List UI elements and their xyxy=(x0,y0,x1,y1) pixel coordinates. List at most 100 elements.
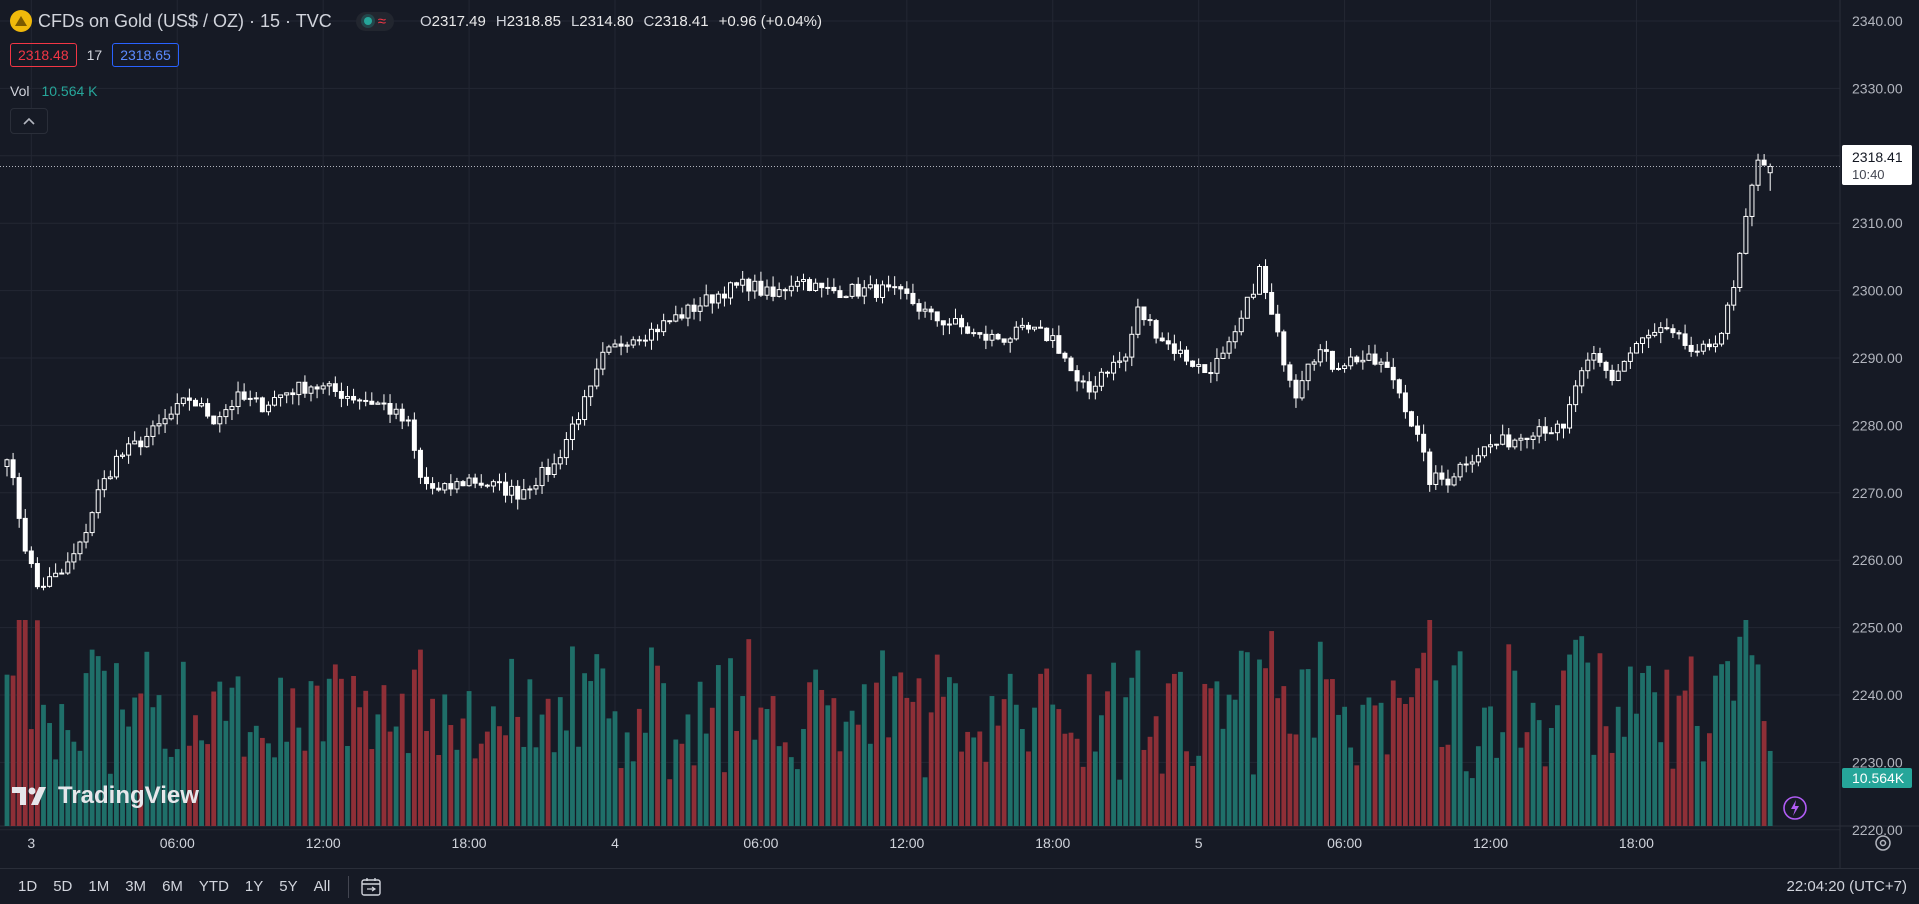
candle-body xyxy=(1220,352,1226,359)
candle-body xyxy=(1743,215,1749,254)
volume-bar xyxy=(1086,674,1092,826)
candle-body xyxy=(661,320,667,333)
candle-body xyxy=(837,290,843,299)
candle-body xyxy=(1731,287,1737,306)
candle-body xyxy=(563,439,569,459)
candle-body xyxy=(983,333,989,341)
tradingview-watermark[interactable]: TradingView xyxy=(12,782,199,810)
volume-bar xyxy=(1342,706,1347,826)
price-axis[interactable]: 2340.002330.002320.002310.002300.002290.… xyxy=(1852,13,1903,838)
candle-body xyxy=(126,443,132,456)
range-1y-button[interactable]: 1Y xyxy=(244,878,264,895)
candle-body xyxy=(1117,360,1123,363)
volume-bar xyxy=(740,696,746,826)
price-tick-label: 2300.00 xyxy=(1852,283,1903,299)
candle-body xyxy=(1263,265,1269,293)
volume-bar xyxy=(497,726,502,826)
price-chart[interactable]: 2340.002330.002320.002310.002300.002290.… xyxy=(0,0,1919,868)
volume-bar xyxy=(770,696,776,826)
collapse-legend-button[interactable] xyxy=(10,108,48,134)
range-3m-button[interactable]: 3M xyxy=(125,878,147,895)
candle-body xyxy=(831,286,837,292)
volume-bar xyxy=(813,669,819,826)
volume-bar xyxy=(715,665,721,826)
last-price-value: 2318.41 xyxy=(1852,149,1903,165)
sell-price-button[interactable]: 2318.48 xyxy=(10,43,77,67)
open-label: O xyxy=(419,12,432,30)
range-5d-button[interactable]: 5D xyxy=(53,878,73,895)
candle-body xyxy=(1664,327,1670,330)
candle-body xyxy=(265,404,271,413)
symbol-title[interactable]: CFDs on Gold (US$ / OZ) · 15 · TVC xyxy=(38,10,332,31)
candle-body xyxy=(144,435,150,448)
volume-bar xyxy=(1482,707,1487,826)
candle-body xyxy=(776,289,782,297)
range-all-button[interactable]: All xyxy=(313,878,331,895)
bid-ask: 2318.48 17 2318.65 xyxy=(10,43,179,67)
candle-body xyxy=(1548,432,1554,435)
volume-bar xyxy=(345,746,350,826)
range-6m-button[interactable]: 6M xyxy=(162,878,183,895)
gold-logo-icon xyxy=(10,10,32,32)
change-value: +0.96 (+0.04%) xyxy=(718,12,823,30)
candle-body xyxy=(1536,426,1542,437)
volume-bar xyxy=(4,674,10,826)
volume-bar xyxy=(1743,620,1749,826)
volume-bar xyxy=(989,696,995,826)
candle-body xyxy=(1348,356,1354,367)
volume-bar xyxy=(1165,683,1171,826)
volume-bar xyxy=(308,681,314,826)
candle-body xyxy=(1469,461,1475,465)
volume-bar xyxy=(1494,757,1499,826)
range-1d-button[interactable]: 1D xyxy=(18,878,38,895)
candle-body xyxy=(1439,472,1445,480)
timezone-clock[interactable]: 22:04:20 (UTC+7) xyxy=(1786,878,1907,895)
volume-bar xyxy=(1153,716,1159,826)
volume-bar xyxy=(1068,732,1074,826)
price-tick-label: 2340.00 xyxy=(1852,13,1903,29)
time-tick-label: 06:00 xyxy=(1327,835,1362,851)
range-1m-button[interactable]: 1M xyxy=(88,878,110,895)
candle-body xyxy=(1050,335,1056,342)
volume-bar xyxy=(697,681,703,826)
volume-bar xyxy=(1323,679,1329,826)
volume-bar xyxy=(691,765,697,826)
volume-bar xyxy=(1567,654,1572,826)
volume-bar xyxy=(1670,768,1676,826)
volume-bar xyxy=(150,707,156,826)
volume-bar xyxy=(1475,746,1481,826)
candle-body xyxy=(101,478,107,491)
candle-body xyxy=(1761,159,1767,166)
volume-label[interactable]: Vol xyxy=(10,83,30,99)
volume-bar xyxy=(1214,681,1220,826)
volume-bar xyxy=(801,728,806,826)
volume-bar xyxy=(339,678,344,826)
candle-body xyxy=(107,476,113,480)
volume-bar xyxy=(1159,773,1165,826)
volume-bar xyxy=(1171,673,1177,826)
candle-body xyxy=(1208,372,1214,375)
volume-bar xyxy=(16,620,22,826)
range-5y-button[interactable]: 5Y xyxy=(279,878,298,895)
buy-price-button[interactable]: 2318.65 xyxy=(112,43,179,67)
market-status[interactable]: ≈ xyxy=(355,11,394,31)
settings-gear-icon[interactable] xyxy=(1872,832,1894,854)
range-ytd-button[interactable]: YTD xyxy=(198,878,229,895)
high-value: 2318.85 xyxy=(506,12,561,30)
calendar-range-icon[interactable] xyxy=(359,876,385,898)
candle-body xyxy=(582,396,588,421)
candle-body xyxy=(1123,356,1129,362)
volume-bar xyxy=(126,726,131,826)
volume-bar xyxy=(375,714,381,826)
volume-bar xyxy=(430,698,435,826)
candle-body xyxy=(1767,166,1773,174)
candle-body xyxy=(1056,335,1062,354)
candle-body xyxy=(1080,380,1086,383)
time-axis[interactable]: 3 06:00 12:00 18:00 4 06:00 12:00 18:00 5 06:00 12… xyxy=(27,835,1654,851)
volume-bar xyxy=(1700,761,1706,826)
lightning-alert-icon[interactable] xyxy=(1782,795,1808,821)
candle-body xyxy=(800,279,806,282)
candle-body xyxy=(1494,443,1500,446)
volume-bar xyxy=(1178,671,1183,826)
candle-body xyxy=(1153,320,1159,339)
